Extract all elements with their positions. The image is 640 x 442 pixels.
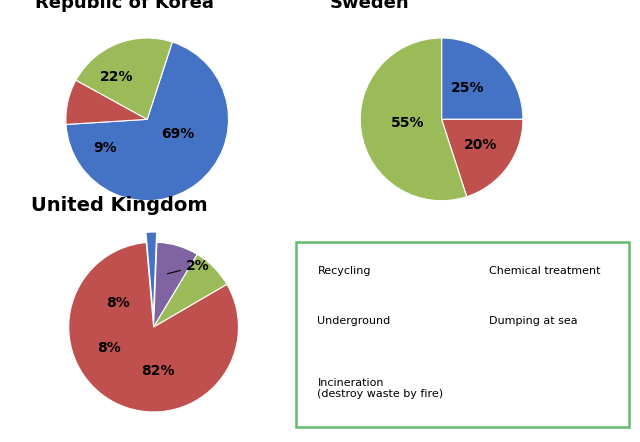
Wedge shape bbox=[76, 38, 172, 119]
Text: Sweden: Sweden bbox=[330, 0, 410, 12]
Text: 2%: 2% bbox=[167, 259, 210, 274]
Text: 69%: 69% bbox=[161, 127, 195, 141]
Text: Incineration
(destroy waste by fire): Incineration (destroy waste by fire) bbox=[317, 377, 444, 399]
Wedge shape bbox=[66, 42, 228, 201]
Wedge shape bbox=[66, 80, 147, 125]
Wedge shape bbox=[442, 38, 523, 119]
Text: 25%: 25% bbox=[451, 81, 484, 95]
Wedge shape bbox=[442, 119, 523, 197]
Text: 9%: 9% bbox=[93, 141, 116, 155]
Wedge shape bbox=[68, 243, 239, 412]
Text: Republic of Korea: Republic of Korea bbox=[35, 0, 214, 12]
FancyBboxPatch shape bbox=[296, 242, 629, 427]
Text: 55%: 55% bbox=[390, 116, 424, 130]
Wedge shape bbox=[146, 232, 157, 317]
Text: Recycling: Recycling bbox=[317, 266, 371, 275]
Text: 22%: 22% bbox=[100, 70, 133, 84]
Text: 8%: 8% bbox=[106, 296, 130, 310]
Wedge shape bbox=[154, 254, 227, 327]
Wedge shape bbox=[360, 38, 467, 201]
Text: Dumping at sea: Dumping at sea bbox=[490, 316, 578, 326]
Text: Underground: Underground bbox=[317, 316, 390, 326]
Text: 8%: 8% bbox=[97, 341, 122, 355]
Text: 82%: 82% bbox=[141, 364, 175, 378]
Text: United Kingdom: United Kingdom bbox=[31, 196, 207, 215]
Text: Chemical treatment: Chemical treatment bbox=[490, 266, 601, 275]
Text: 20%: 20% bbox=[464, 138, 497, 152]
Wedge shape bbox=[154, 242, 197, 327]
